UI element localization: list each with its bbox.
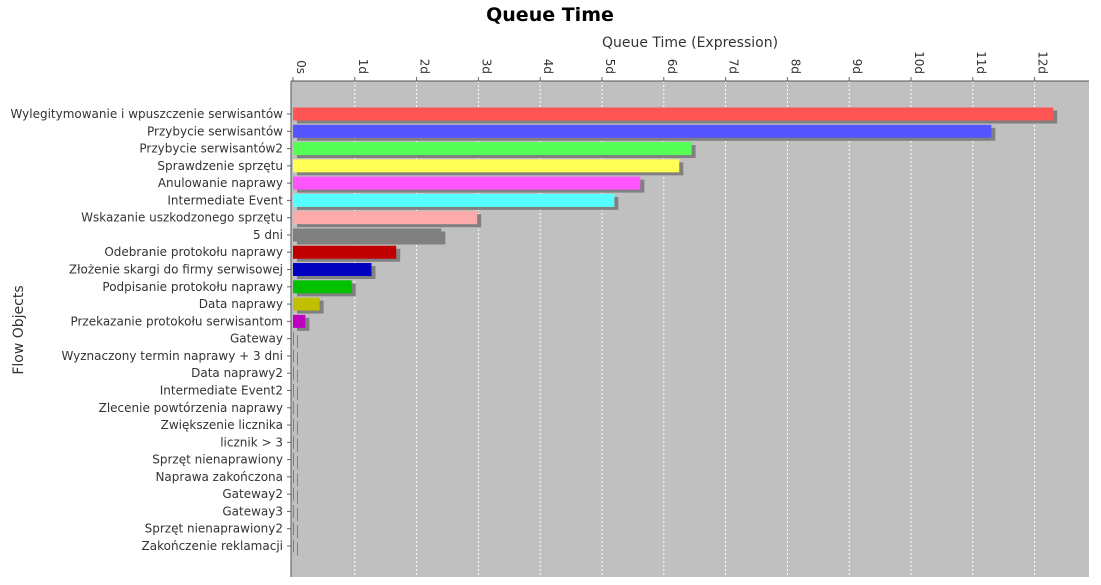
category-label: Wyznaczony termin naprawy + 3 dni <box>62 349 284 363</box>
bar-shadow <box>297 369 298 383</box>
x-axis-ticks: 0s 1d 2d 3d 4d 5d 6d 7d 8d 9d 10d 11d 12d <box>292 51 1050 81</box>
bar-shadow <box>297 335 298 349</box>
category-label: Zakończenie reklamacji <box>142 539 283 553</box>
category-label: Zwiększenie licznika <box>161 418 283 432</box>
bar <box>293 539 294 553</box>
bar <box>293 487 294 501</box>
bar <box>293 349 294 363</box>
category-label: Przybycie serwisantów <box>147 124 283 138</box>
x-tick-label: 2d <box>418 59 432 74</box>
category-label: Zlecenie powtórzenia naprawy <box>99 401 283 415</box>
bar <box>293 159 680 173</box>
category-label: Gateway3 <box>222 504 283 518</box>
bar-shadow <box>297 542 298 556</box>
bar <box>293 435 294 449</box>
bar <box>293 504 294 518</box>
bar <box>293 211 478 225</box>
bar-shadow <box>297 490 298 504</box>
x-axis-title: Queue Time (Expression) <box>602 35 778 51</box>
category-label: Sprzęt nienaprawiony <box>152 453 283 467</box>
axis-lines <box>290 80 1089 577</box>
bar <box>293 314 306 328</box>
category-label: Złożenie skargi do firmy serwisowej <box>69 263 283 277</box>
bar <box>293 263 372 277</box>
bar-shadow <box>297 507 298 521</box>
bar <box>293 418 294 432</box>
bar <box>293 280 352 294</box>
bar <box>293 401 294 415</box>
bar <box>293 107 1054 121</box>
category-label: Gateway <box>230 332 283 346</box>
bar <box>293 245 397 259</box>
x-tick-label: 4d <box>541 59 555 74</box>
bar <box>293 366 294 380</box>
x-tick-label: 10d <box>912 51 926 74</box>
category-label: Sprzęt nienaprawiony2 <box>145 522 283 536</box>
bar <box>293 332 294 346</box>
category-label: Przekazanie protokołu serwisantom <box>70 314 283 328</box>
chart-title: Queue Time <box>486 4 614 26</box>
x-tick-label: 3d <box>479 59 493 74</box>
x-tick-label: 12d <box>1036 51 1050 74</box>
bar <box>293 453 294 467</box>
bar <box>293 522 294 536</box>
bar <box>293 124 992 138</box>
x-tick-label: 9d <box>850 59 864 74</box>
x-tick-label: 5d <box>603 59 617 74</box>
category-label: licznik > 3 <box>220 435 283 449</box>
category-label: Intermediate Event <box>167 193 283 207</box>
bar <box>293 297 320 311</box>
bar <box>293 193 615 207</box>
category-labels: Wylegitymowanie i wpuszczenie serwisantó… <box>10 107 291 553</box>
x-tick-label: 0s <box>294 60 308 74</box>
bar <box>293 383 294 397</box>
category-label: Wskazanie uszkodzonego sprzętu <box>81 211 283 225</box>
bar <box>293 176 641 190</box>
category-label: Gateway2 <box>222 487 283 501</box>
y-axis-title: Flow Objects <box>11 285 27 374</box>
x-tick-label: 8d <box>788 59 802 74</box>
x-tick-label: 11d <box>974 51 988 74</box>
bar <box>293 142 692 156</box>
bar <box>293 470 294 484</box>
category-label: 5 dni <box>253 228 283 242</box>
bar-shadow <box>297 404 298 418</box>
category-label: Data naprawy <box>199 297 283 311</box>
category-label: Naprawa zakończona <box>155 470 283 484</box>
category-label: Sprawdzenie sprzętu <box>157 159 283 173</box>
bar-shadow <box>297 421 298 435</box>
category-label: Intermediate Event2 <box>160 383 283 397</box>
bar-shadow <box>297 525 298 539</box>
category-label: Data naprawy2 <box>191 366 283 380</box>
x-tick-label: 7d <box>727 59 741 74</box>
bar-shadow <box>297 438 298 452</box>
x-tick-label: 1d <box>356 59 370 74</box>
bar <box>293 228 442 242</box>
category-label: Anulowanie naprawy <box>158 176 283 190</box>
bar-shadow <box>297 473 298 487</box>
bar-shadow <box>297 456 298 470</box>
gridlines <box>354 81 1036 577</box>
bars <box>293 107 1054 553</box>
category-label: Odebranie protokołu naprawy <box>104 245 283 259</box>
category-label: Podpisanie protokołu naprawy <box>102 280 283 294</box>
x-tick-label: 6d <box>665 59 679 74</box>
bar-shadow <box>297 352 298 366</box>
category-label: Przybycie serwisantów2 <box>139 142 283 156</box>
bar-shadow <box>297 386 298 400</box>
category-label: Wylegitymowanie i wpuszczenie serwisantó… <box>10 107 283 121</box>
